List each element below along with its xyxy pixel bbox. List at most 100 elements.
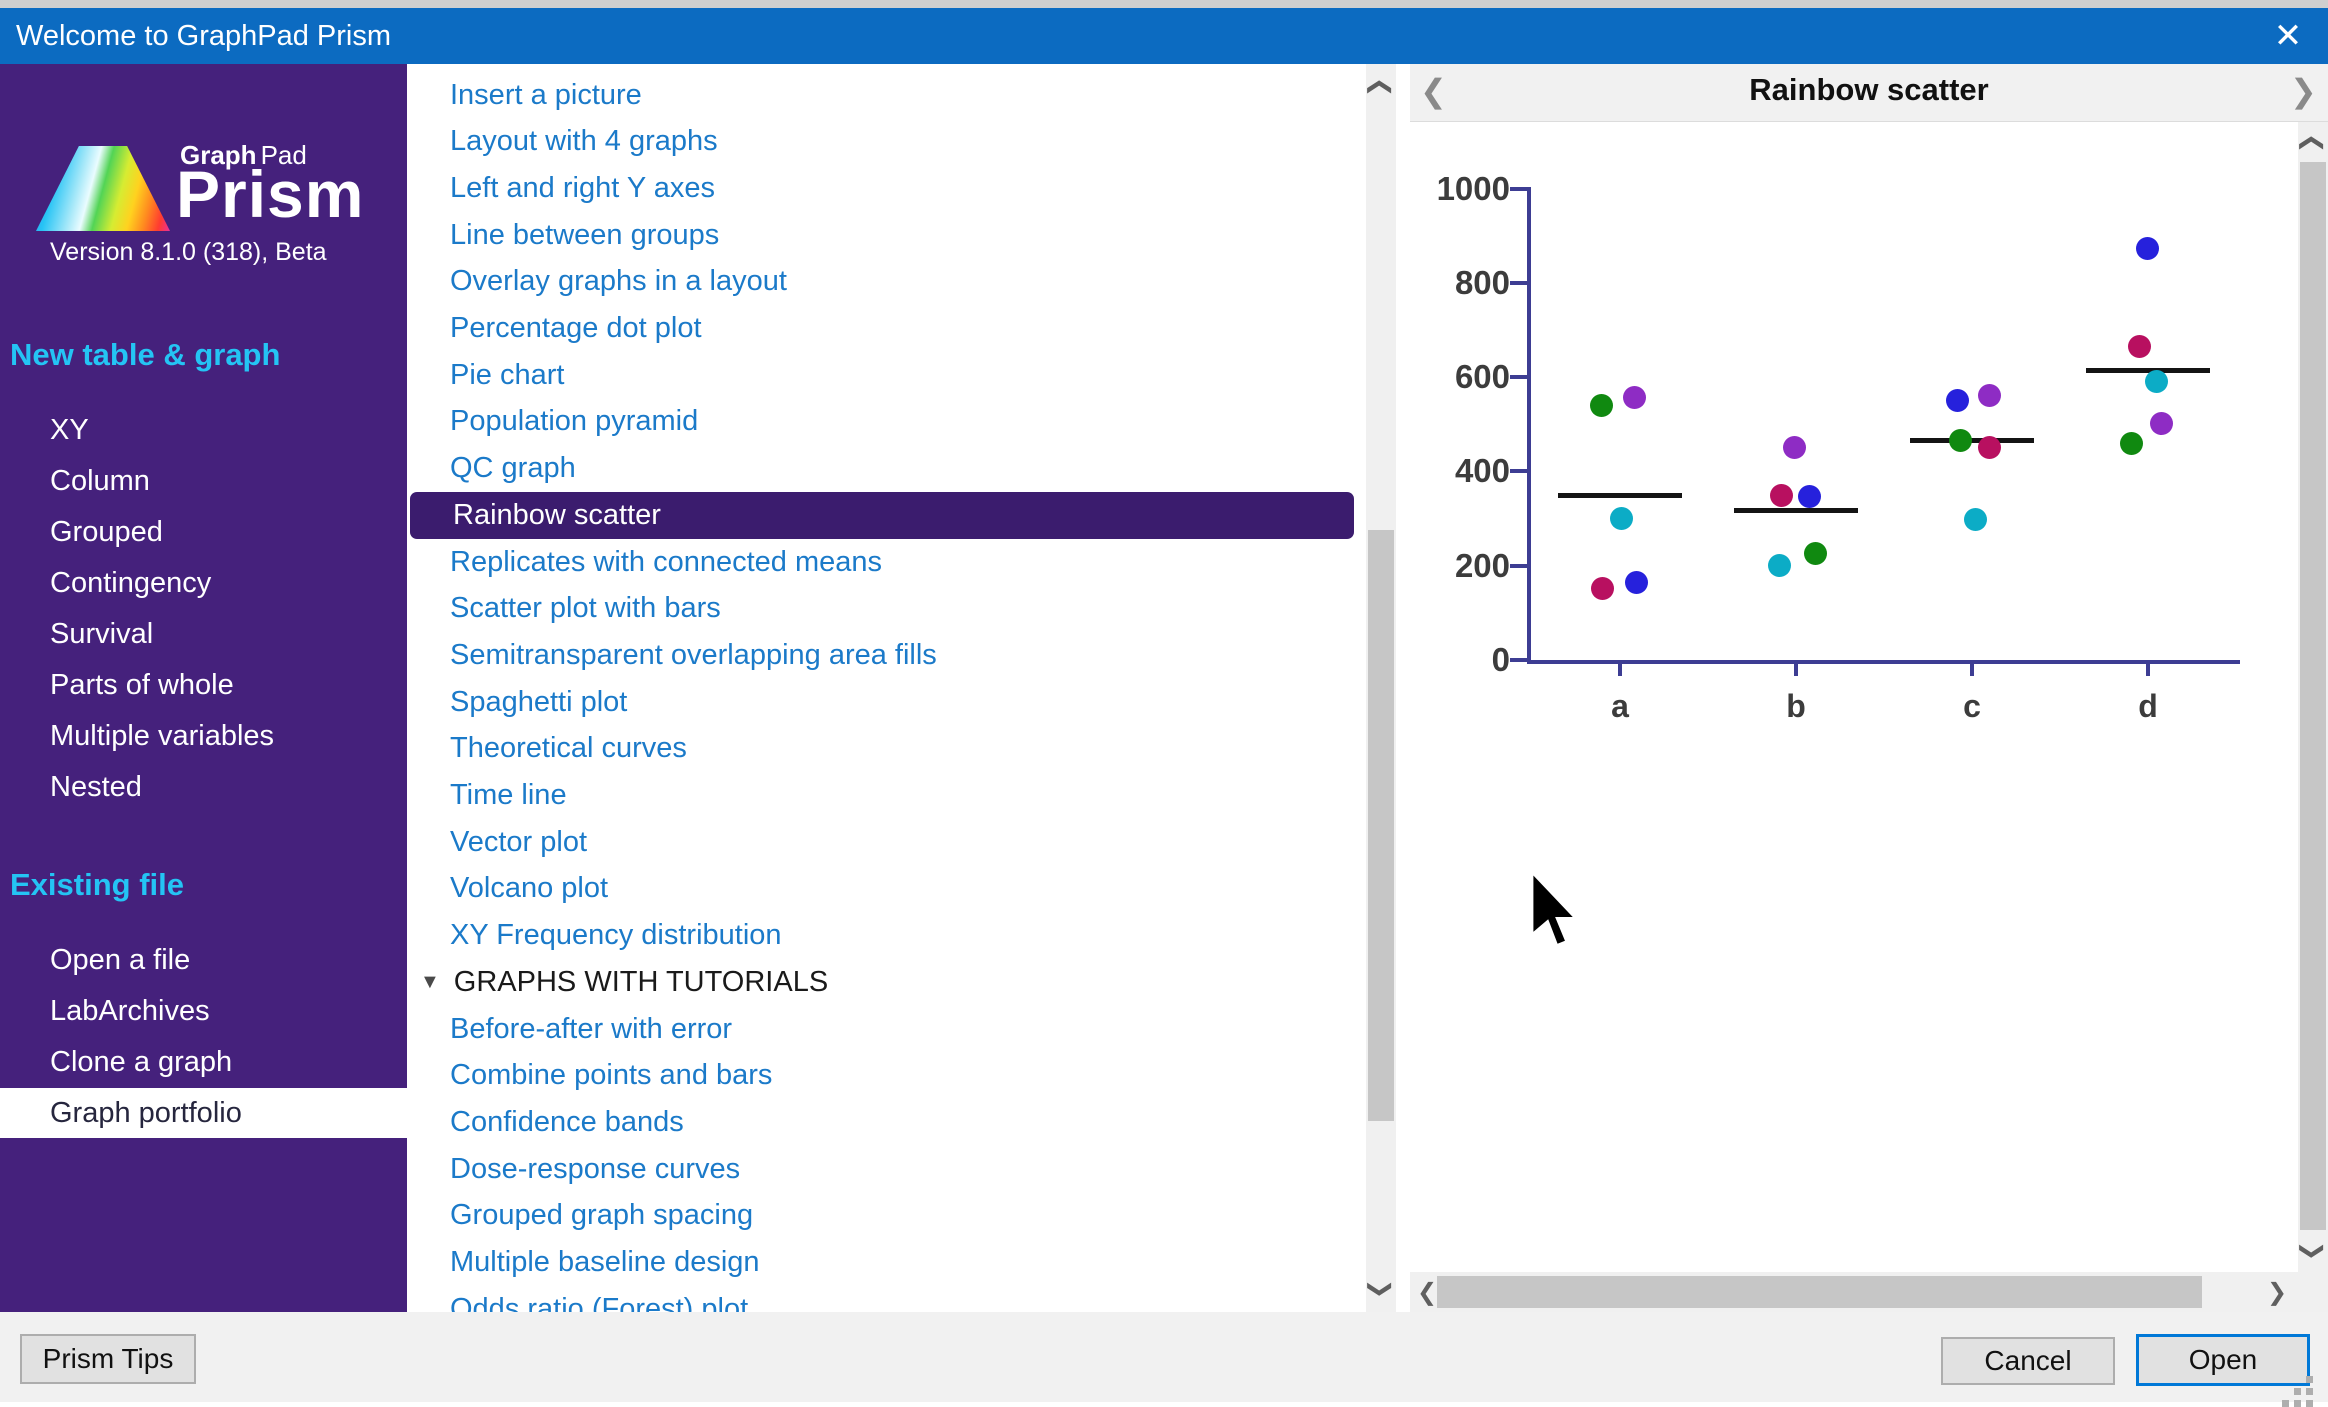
x-category-label: b xyxy=(1786,688,1806,724)
mean-line-d xyxy=(2086,367,2210,373)
list-item-confidence-bands[interactable]: Confidence bands xyxy=(450,1105,684,1138)
y-axis xyxy=(1527,186,1531,662)
sidebar-item-nested[interactable]: Nested xyxy=(50,770,142,803)
list-item-semitransparent-overlapping-area-fills[interactable]: Semitransparent overlapping area fills xyxy=(450,638,937,671)
sidebar-item-clone-a-graph[interactable]: Clone a graph xyxy=(50,1045,233,1078)
preview-prev-icon[interactable]: ❮ xyxy=(1420,73,1447,109)
x-category-label: a xyxy=(1611,688,1629,724)
close-icon[interactable]: ✕ xyxy=(2273,17,2303,55)
list-item-odds-ratio-forest-plot[interactable]: Odds ratio (Forest) plot xyxy=(450,1292,749,1312)
x-tick xyxy=(2146,660,2150,676)
sidebar-item-survival[interactable]: Survival xyxy=(50,617,154,650)
data-point-b-green xyxy=(1803,542,1827,566)
list-section-header[interactable]: ▼ GRAPHS WITH TUTORIALS xyxy=(407,959,1359,1006)
data-point-c-purple xyxy=(1977,384,2001,408)
list-item-spaghetti-plot[interactable]: Spaghetti plot xyxy=(450,685,628,718)
x-tick xyxy=(1970,660,1974,676)
cancel-button[interactable]: Cancel xyxy=(1941,1337,2115,1385)
list-item-percentage-dot-plot[interactable]: Percentage dot plot xyxy=(450,312,702,344)
preview-scroll-up-icon[interactable]: ❮ xyxy=(2299,132,2327,154)
list-scrollbar[interactable]: ❮ ❯ xyxy=(1366,64,1396,1312)
data-point-b-cyan xyxy=(1767,554,1791,578)
y-tick xyxy=(1510,186,1527,191)
list-scrollbar-thumb[interactable] xyxy=(1368,530,1394,1121)
data-point-a-crimson xyxy=(1590,576,1614,600)
x-category-label: c xyxy=(1963,688,1981,724)
list-scroll-down-icon[interactable]: ❯ xyxy=(1367,1278,1395,1300)
y-tick xyxy=(1510,469,1527,474)
y-tick-label: 200 xyxy=(1454,546,1510,584)
version-label: Version 8.1.0 (318), Beta xyxy=(50,238,327,266)
sidebar-item-contingency[interactable]: Contingency xyxy=(50,566,212,599)
list-item-population-pyramid[interactable]: Population pyramid xyxy=(450,405,699,438)
list-item-pie-chart[interactable]: Pie chart xyxy=(450,358,565,391)
data-point-c-green xyxy=(1948,429,1972,453)
list-item-xy-frequency-distribution[interactable]: XY Frequency distribution xyxy=(450,919,782,952)
list-item-left-and-right-y-axes[interactable]: Left and right Y axes xyxy=(450,171,715,204)
list-item-multiple-baseline-design[interactable]: Multiple baseline design xyxy=(450,1246,760,1278)
data-point-a-green xyxy=(1589,393,1613,417)
preview-vscrollbar-thumb[interactable] xyxy=(2300,162,2326,1230)
data-point-b-purple xyxy=(1782,436,1806,460)
sidebar-item-grouped[interactable]: Grouped xyxy=(50,515,163,548)
brand-graph: Graph xyxy=(180,140,257,170)
list-item-theoretical-curves[interactable]: Theoretical curves xyxy=(450,732,687,765)
list-item-layout-with-4-graphs[interactable]: Layout with 4 graphs xyxy=(450,125,718,158)
x-axis xyxy=(1527,660,2240,664)
preview-scroll-down-icon[interactable]: ❯ xyxy=(2299,1240,2327,1262)
data-point-d-cyan xyxy=(2144,370,2168,394)
preview-hscrollbar[interactable]: ❮ ❯ xyxy=(1410,1272,2298,1312)
preview-vscrollbar[interactable]: ❮ ❯ xyxy=(2298,122,2328,1272)
template-list: Insert a picture Layout with 4 graphs Left… xyxy=(407,64,1366,1312)
list-item-before-after-with-error[interactable]: Before-after with error xyxy=(450,1012,733,1045)
y-tick-label: 1000 xyxy=(1436,169,1510,207)
title-bar: Welcome to GraphPad Prism xyxy=(0,8,2328,64)
list-item-volcano-plot[interactable]: Volcano plot xyxy=(450,872,609,905)
data-point-d-green xyxy=(2119,431,2143,455)
y-tick-label: 600 xyxy=(1454,358,1510,396)
sidebar-item-column[interactable]: Column xyxy=(50,464,150,497)
list-item-grouped-graph-spacing[interactable]: Grouped graph spacing xyxy=(450,1199,754,1232)
sidebar-item-graph-portfolio[interactable]: Graph portfolio xyxy=(0,1088,407,1138)
list-item-vector-plot[interactable]: Vector plot xyxy=(450,825,588,858)
x-tick xyxy=(1618,660,1622,676)
preview-next-icon[interactable]: ❯ xyxy=(2290,73,2317,109)
sidebar-item-labarchives[interactable]: LabArchives xyxy=(50,994,210,1027)
prism-tips-button[interactable]: Prism Tips xyxy=(20,1334,196,1384)
sidebar-item-multiple-variables[interactable]: Multiple variables xyxy=(50,719,275,752)
sidebar-item-open-a-file[interactable]: Open a file xyxy=(50,943,191,976)
list-item-replicates-with-connected-means[interactable]: Replicates with connected means xyxy=(450,545,883,578)
list-item-rainbow-scatter[interactable]: Rainbow scatter xyxy=(410,491,1354,539)
preview-scroll-left-icon[interactable]: ❮ xyxy=(1416,1278,1438,1306)
section-header-label: GRAPHS WITH TUTORIALS xyxy=(453,965,829,998)
list-item-scatter-plot-with-bars[interactable]: Scatter plot with bars xyxy=(450,592,721,625)
mean-line-c xyxy=(1910,438,2034,444)
data-point-d-crimson xyxy=(2127,334,2151,358)
list-item-dose-response-curves[interactable]: Dose-response curves xyxy=(450,1152,741,1185)
preview-title: Rainbow scatter xyxy=(1749,72,1989,107)
y-tick-label: 400 xyxy=(1454,452,1510,490)
preview-scroll-right-icon[interactable]: ❯ xyxy=(2266,1278,2288,1306)
list-item-insert-a-picture[interactable]: Insert a picture xyxy=(450,78,642,111)
preview-hscrollbar-thumb[interactable] xyxy=(1437,1276,2202,1308)
list-scroll-up-icon[interactable]: ❮ xyxy=(1367,76,1395,98)
y-tick xyxy=(1510,280,1527,285)
open-button[interactable]: Open xyxy=(2136,1334,2310,1386)
sidebar-item-xy[interactable]: XY xyxy=(50,413,89,446)
list-item-line-between-groups[interactable]: Line between groups xyxy=(450,218,720,251)
sidebar-item-parts-of-whole[interactable]: Parts of whole xyxy=(50,668,234,701)
sidebar-heading: Existing file xyxy=(10,867,184,902)
list-item-qc-graph[interactable]: QC graph xyxy=(450,452,576,485)
list-item-overlay-graphs-in-a-layout[interactable]: Overlay graphs in a layout xyxy=(450,265,787,298)
preview-graph: 0 200 400 600 800 1000 a b c d xyxy=(1410,122,2298,1272)
y-tick-label: 0 xyxy=(1491,641,1510,678)
y-tick xyxy=(1510,375,1527,380)
y-tick xyxy=(1510,658,1527,662)
section-collapse-icon[interactable]: ▼ xyxy=(420,970,440,993)
data-point-a-cyan xyxy=(1609,507,1633,531)
scrollbar-corner xyxy=(2298,1272,2328,1312)
data-point-d-blue xyxy=(2135,237,2159,261)
list-item-time-line[interactable]: Time line xyxy=(450,779,567,811)
list-item-combine-points-and-bars[interactable]: Combine points and bars xyxy=(450,1059,773,1092)
